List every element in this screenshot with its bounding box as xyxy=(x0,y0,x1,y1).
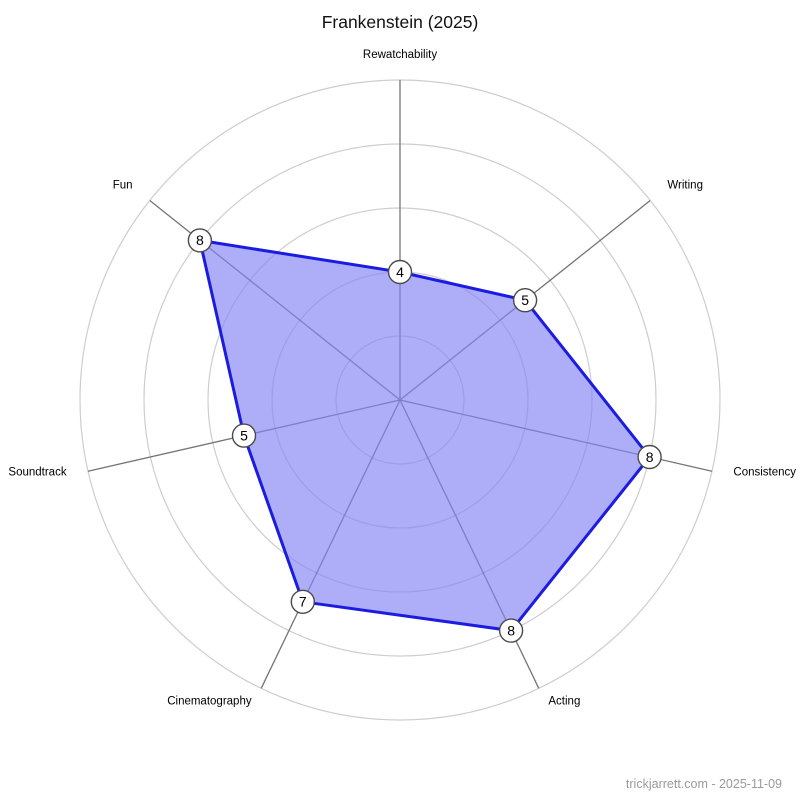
axis-label: Writing xyxy=(667,179,703,191)
data-point-value: 4 xyxy=(396,264,404,280)
data-point-marker xyxy=(498,618,524,643)
data-point-value: 8 xyxy=(507,622,515,638)
data-point-value: 7 xyxy=(299,594,307,610)
data-point-value: 5 xyxy=(240,427,248,443)
axis-label: Cinematography xyxy=(167,695,252,707)
data-point-value: 5 xyxy=(521,292,529,308)
data-point-marker xyxy=(512,288,538,313)
data-point-marker xyxy=(387,259,413,285)
axis-label: Fun xyxy=(113,179,133,191)
axis-label: Acting xyxy=(548,695,580,707)
data-polygon xyxy=(198,238,652,633)
axis-label: Consistency xyxy=(733,466,796,478)
watermark-text: trickjarrett.com - 2025-11-09 xyxy=(625,777,782,791)
axis-label: Soundtrack xyxy=(8,466,66,478)
data-point-marker xyxy=(231,423,257,448)
chart-title: Frankenstein (2025) xyxy=(321,12,479,32)
data-point-value: 8 xyxy=(196,232,204,248)
data-point-marker xyxy=(187,228,213,253)
data-point-marker xyxy=(637,444,662,470)
data-point-value: 8 xyxy=(646,449,654,465)
data-point-marker xyxy=(290,589,315,614)
axis-label: Rewatchability xyxy=(363,49,437,61)
